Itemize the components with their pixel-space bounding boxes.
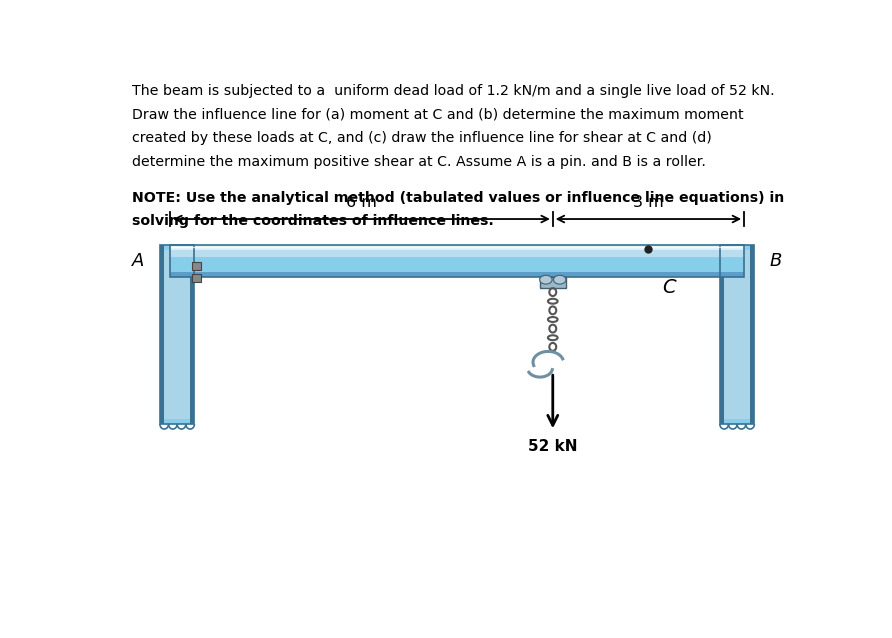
Bar [170, 249, 744, 257]
Text: solving for the coordinates of influence lines.: solving for the coordinates of influence… [132, 214, 494, 228]
Circle shape [553, 275, 566, 284]
Bar [724, 249, 750, 419]
Bar [720, 245, 755, 424]
Text: 3 m: 3 m [633, 195, 664, 210]
Bar [170, 245, 744, 249]
Text: B: B [770, 252, 782, 270]
Bar [170, 257, 744, 272]
Text: C: C [663, 278, 676, 297]
Bar [160, 245, 194, 424]
Bar [190, 245, 194, 424]
Text: determine the maximum positive shear at C. Assume A is a pin. and B is a roller.: determine the maximum positive shear at … [132, 154, 706, 168]
Text: 52 kN: 52 kN [528, 438, 577, 454]
Bar [193, 274, 202, 281]
Bar [160, 245, 164, 424]
Text: created by these loads at C, and (c) draw the influence line for shear at C and : created by these loads at C, and (c) dra… [132, 131, 712, 145]
Bar [193, 262, 202, 270]
Text: The beam is subjected to a  uniform dead load of 1.2 kN/m and a single live load: The beam is subjected to a uniform dead … [132, 84, 775, 98]
Text: 6 m: 6 m [346, 195, 377, 210]
Bar [170, 245, 744, 277]
Text: NOTE: Use the analytical method (tabulated values or influence line equations) i: NOTE: Use the analytical method (tabulat… [132, 191, 784, 205]
Bar [160, 245, 194, 424]
Bar [540, 277, 566, 288]
Bar [164, 249, 190, 419]
Bar [750, 245, 755, 424]
Circle shape [540, 275, 552, 284]
Bar [720, 245, 755, 424]
Bar [720, 245, 724, 424]
Bar [170, 272, 744, 277]
Text: A: A [132, 252, 145, 270]
Text: Draw the influence line for (a) moment at C and (b) determine the maximum moment: Draw the influence line for (a) moment a… [132, 108, 744, 121]
